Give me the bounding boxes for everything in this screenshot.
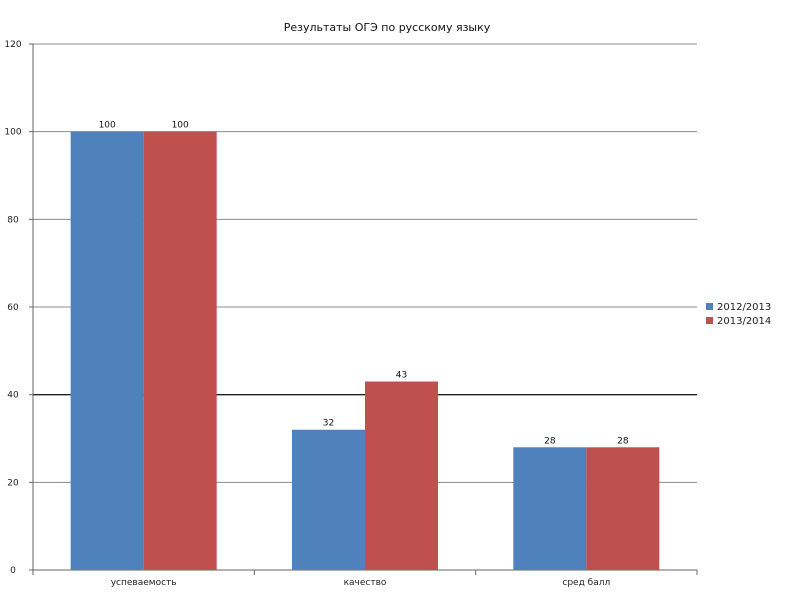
bar bbox=[292, 429, 365, 570]
data-label: 100 bbox=[99, 121, 116, 131]
data-label: 43 bbox=[396, 371, 407, 381]
legend-label: 2012/2013 bbox=[717, 302, 771, 313]
bar bbox=[143, 131, 217, 570]
bar bbox=[586, 447, 660, 570]
data-label: 32 bbox=[323, 419, 334, 429]
category-label: успеваемость bbox=[111, 578, 177, 588]
y-tick-label: 120 bbox=[4, 40, 21, 50]
y-tick-label: 40 bbox=[7, 391, 19, 401]
data-label: 28 bbox=[544, 436, 556, 446]
legend-swatch bbox=[706, 317, 713, 324]
legend: 2012/2013 2013/2014 bbox=[706, 302, 771, 327]
category-label: сред балл bbox=[562, 578, 610, 588]
y-tick-label: 20 bbox=[7, 478, 19, 488]
legend-swatch bbox=[706, 303, 713, 310]
chart-title: Результаты ОГЭ по русскому языку bbox=[284, 21, 491, 34]
legend-label: 2013/2014 bbox=[717, 316, 771, 327]
data-label: 28 bbox=[617, 436, 629, 446]
data-labels: 100 100 32 43 28 28 bbox=[99, 121, 629, 447]
bar bbox=[365, 381, 438, 570]
y-tick-label: 60 bbox=[7, 303, 19, 313]
bars bbox=[70, 131, 660, 570]
y-tick-label: 80 bbox=[7, 215, 19, 225]
y-tick-label: 100 bbox=[4, 128, 21, 138]
bar bbox=[513, 447, 587, 570]
bar bbox=[70, 131, 144, 570]
data-label: 100 bbox=[172, 121, 189, 131]
y-tick-label: 0 bbox=[10, 566, 16, 576]
category-label: качество bbox=[344, 578, 387, 588]
